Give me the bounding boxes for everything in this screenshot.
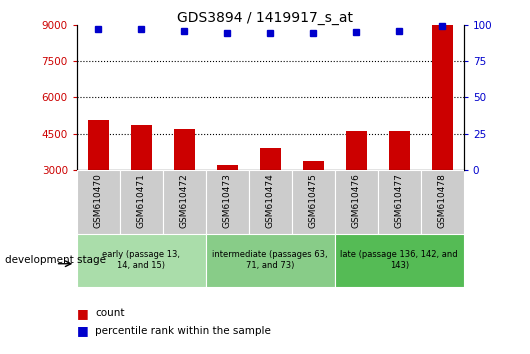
- Bar: [292, 170, 335, 234]
- Text: GDS3894 / 1419917_s_at: GDS3894 / 1419917_s_at: [177, 11, 353, 25]
- Text: percentile rank within the sample: percentile rank within the sample: [95, 326, 271, 336]
- Text: ■: ■: [77, 325, 89, 337]
- Text: intermediate (passages 63,
71, and 73): intermediate (passages 63, 71, and 73): [213, 251, 328, 270]
- Text: GSM610477: GSM610477: [395, 173, 404, 228]
- Bar: [77, 170, 120, 234]
- Bar: [431, 25, 453, 170]
- Bar: [421, 170, 464, 234]
- Text: GSM610473: GSM610473: [223, 173, 232, 228]
- Text: GSM610478: GSM610478: [438, 173, 447, 228]
- Bar: [206, 170, 249, 234]
- Bar: [335, 170, 378, 234]
- Text: GSM610476: GSM610476: [352, 173, 361, 228]
- Bar: [77, 234, 206, 287]
- Bar: [173, 129, 195, 170]
- Text: development stage: development stage: [5, 255, 107, 265]
- Text: GSM610475: GSM610475: [309, 173, 318, 228]
- Bar: [335, 234, 464, 287]
- Bar: [303, 161, 324, 170]
- Bar: [206, 234, 335, 287]
- Text: GSM610472: GSM610472: [180, 173, 189, 228]
- Bar: [260, 148, 281, 170]
- Bar: [217, 165, 238, 170]
- Text: early (passage 13,
14, and 15): early (passage 13, 14, and 15): [102, 251, 180, 270]
- Bar: [87, 120, 109, 170]
- Bar: [388, 131, 410, 170]
- Text: GSM610474: GSM610474: [266, 173, 275, 228]
- Text: ■: ■: [77, 307, 89, 320]
- Text: GSM610470: GSM610470: [94, 173, 103, 228]
- Bar: [249, 170, 292, 234]
- Text: late (passage 136, 142, and
143): late (passage 136, 142, and 143): [340, 251, 458, 270]
- Text: GSM610471: GSM610471: [137, 173, 146, 228]
- Text: count: count: [95, 308, 125, 318]
- Bar: [346, 131, 367, 170]
- Bar: [130, 125, 152, 170]
- Bar: [378, 170, 421, 234]
- Bar: [163, 170, 206, 234]
- Bar: [120, 170, 163, 234]
